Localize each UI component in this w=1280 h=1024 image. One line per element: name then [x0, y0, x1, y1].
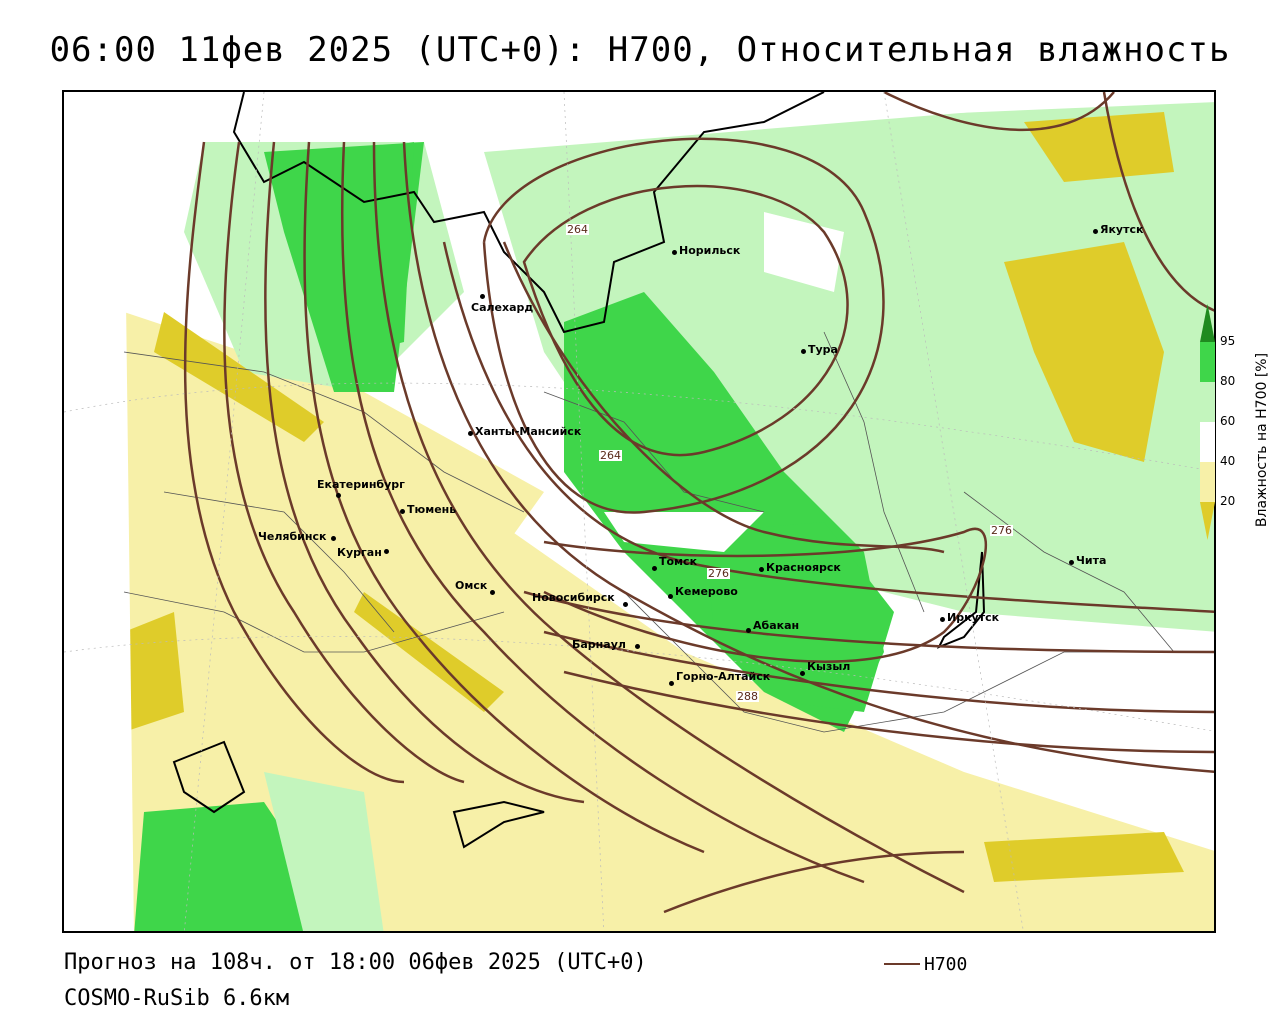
city-label: Норильск: [679, 244, 741, 257]
colorbar-segment-20: [1200, 462, 1215, 502]
colorbar-tick: 20: [1220, 494, 1236, 508]
colorbar-segment-60: [1200, 382, 1215, 422]
coastline: [232, 92, 825, 334]
city-label: Екатеринбург: [317, 478, 405, 491]
h700-contour: [402, 141, 1214, 773]
h700-contour: [663, 850, 965, 914]
city-label: Томск: [659, 555, 698, 568]
h700-contour: [543, 630, 1214, 714]
colorbar-tick: 60: [1220, 414, 1236, 428]
admin-borders: [123, 331, 1175, 733]
humidity-field: [64, 92, 1214, 931]
isoline-label: 276: [707, 567, 730, 580]
h700-contour: [1102, 92, 1214, 312]
colorbar-segment-95: [1200, 304, 1215, 342]
colorbar-tick: 40: [1220, 454, 1236, 468]
city-label: Якутск: [1100, 223, 1144, 236]
colorbar-segment-80: [1200, 342, 1215, 382]
wet-area: [134, 802, 324, 931]
very-dry-area: [1024, 112, 1174, 182]
map-title: 06:00 11фев 2025 (UTC+0): H700, Относите…: [49, 30, 1231, 70]
city-label: Абакан: [753, 619, 800, 632]
h700-contour: [442, 241, 1214, 614]
isoline-label: 264: [599, 449, 622, 462]
city-label: Тура: [808, 343, 838, 356]
very-dry-area: [154, 312, 324, 442]
isoline-label: 276: [990, 524, 1013, 537]
balkhash-lake: [452, 800, 545, 849]
very-dry-area: [984, 832, 1184, 882]
h700-contour: [223, 141, 465, 784]
city-label: Барнаул: [572, 638, 626, 651]
h700-contour: [883, 92, 1115, 132]
wet-area: [704, 522, 894, 712]
city-label: Ханты-Мансийск: [475, 425, 582, 438]
forecast-info: Прогноз на 108ч. от 18:00 06фев 2025 (UT…: [64, 950, 647, 975]
h700-contour: [340, 141, 865, 884]
black-sea: [172, 740, 246, 814]
city-label: Салехард: [471, 301, 534, 314]
very-dry-area: [1004, 242, 1164, 462]
h700-contour: [303, 141, 705, 854]
graticule: [64, 92, 1214, 931]
city-label: Тюмень: [407, 503, 457, 516]
h700-contour: [264, 141, 585, 804]
city-label: Красноярск: [766, 561, 841, 574]
colorbar-segment-low: [1200, 502, 1215, 540]
neutral-area: [604, 512, 764, 552]
city-label: Кызыл: [807, 660, 851, 673]
h700-contour: [183, 141, 405, 784]
city-label: Курган: [337, 546, 382, 559]
moist-area: [264, 772, 384, 931]
model-info: COSMO-RuSib 6.6км: [64, 986, 290, 1011]
map-panel: 264 264 276 276 288 Якутск Норильск Сале…: [62, 90, 1216, 933]
colorbar-segment-40: [1200, 422, 1215, 462]
city-label: Горно-Алтайск: [676, 670, 771, 683]
h700-contour: [482, 137, 885, 514]
h700-contour: [563, 670, 1214, 754]
humidity-colorbar: [1200, 304, 1215, 540]
city-label: Омск: [455, 579, 488, 592]
outside-domain: [64, 142, 134, 931]
colorbar-title: Влажность на H700 [%]: [1254, 352, 1270, 528]
city-label: Челябинск: [258, 530, 327, 543]
h700-contour: [522, 184, 849, 457]
h700-legend-label: H700: [924, 954, 968, 975]
h700-legend-swatch: [884, 963, 920, 965]
city-label: Иркутск: [947, 611, 1000, 624]
h700-contours: [183, 92, 1214, 914]
isoline-label: 264: [566, 223, 589, 236]
city-label: Новосибирск: [532, 591, 615, 604]
h700-contour: [372, 141, 965, 894]
isoline-label: 288: [736, 690, 759, 703]
h700-contour: [543, 527, 987, 663]
outside-domain: [64, 92, 1214, 142]
very-dry-area: [124, 612, 184, 732]
colorbar-tick: 95: [1220, 334, 1236, 348]
city-label: Кемерово: [675, 585, 738, 598]
city-label: Чита: [1076, 554, 1107, 567]
humidity-map: [64, 92, 1214, 931]
colorbar-tick: 80: [1220, 374, 1236, 388]
